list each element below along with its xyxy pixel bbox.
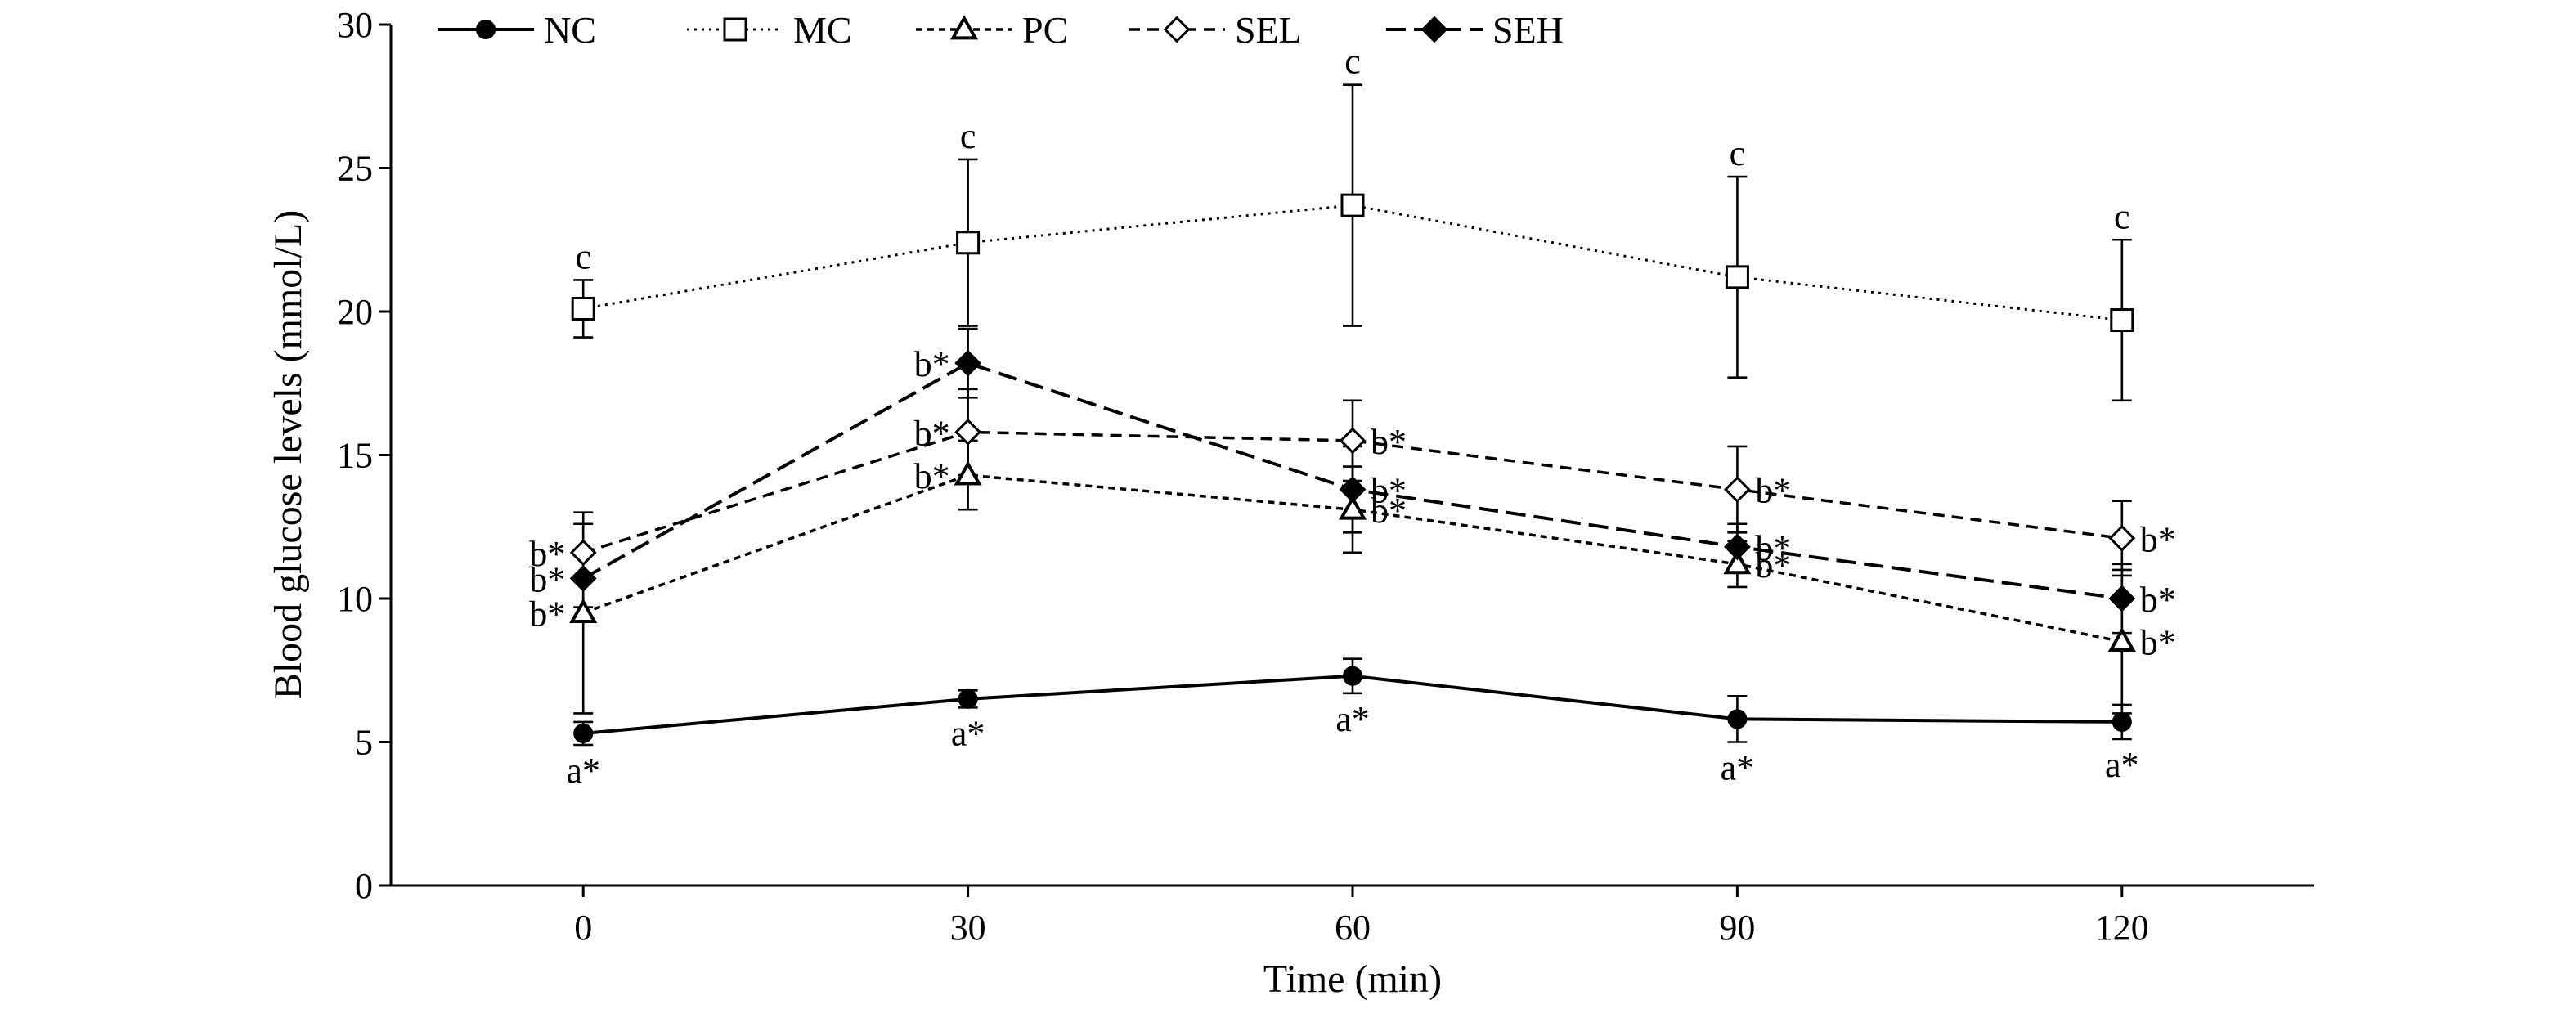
legend-label-mc: MC <box>793 9 852 51</box>
series-line-mc <box>582 204 2122 322</box>
legend-marker-mc <box>723 17 747 42</box>
sig-label-sel-1: b* <box>914 413 950 453</box>
sig-label-mc-4: c <box>2114 196 2130 236</box>
sig-label-seh-0: b* <box>529 559 565 599</box>
legend-marker-sel <box>1163 16 1191 43</box>
legend-label-pc: PC <box>1022 9 1068 51</box>
legend-marker-pc <box>949 15 979 40</box>
legend-marker-nc <box>475 19 496 40</box>
sig-label-nc-3: a* <box>1721 748 1755 788</box>
sig-label-seh-2: b* <box>1371 471 1407 511</box>
legend: NC MC PC SEL SEH <box>438 9 1564 51</box>
sig-label-sel-3: b* <box>1755 471 1791 511</box>
point-sel-4 <box>2108 524 2136 552</box>
point-pc-2 <box>1338 495 1367 520</box>
y-tick-label-0: 0 <box>355 866 373 906</box>
y-tick-label-6: 30 <box>337 5 373 45</box>
sig-label-seh-3: b* <box>1755 528 1791 568</box>
sig-label-sel-4: b* <box>2140 519 2176 559</box>
point-nc-1 <box>958 688 978 709</box>
y-tick-label-4: 20 <box>337 292 373 332</box>
sig-label-seh-4: b* <box>2140 580 2176 620</box>
x-tick-label-3: 90 <box>1719 908 1755 948</box>
point-seh-0 <box>569 565 597 592</box>
point-sel-3 <box>1723 476 1751 504</box>
legend-label-seh: SEH <box>1492 9 1564 51</box>
point-pc-3 <box>1723 549 1752 575</box>
y-axis-title: Blood glucose levels (mmol/L) <box>267 210 310 700</box>
x-tick-label-0: 0 <box>574 908 592 948</box>
sig-label-pc-0: b* <box>529 594 565 635</box>
error-bars <box>573 83 2132 747</box>
y-tick-label-3: 15 <box>337 436 373 476</box>
sig-label-nc-2: a* <box>1335 699 1370 739</box>
point-nc-2 <box>1342 666 1363 686</box>
point-mc-2 <box>1340 193 1365 217</box>
point-seh-1 <box>954 349 982 377</box>
sig-label-sel-0: b* <box>529 534 565 574</box>
x-axis-title: Time (min) <box>1263 957 1442 1001</box>
y-tick-label-1: 5 <box>355 723 373 763</box>
sig-label-mc-1: c <box>960 116 976 156</box>
point-sel-1 <box>954 418 982 446</box>
sig-label-sel-2: b* <box>1371 422 1407 462</box>
point-nc-4 <box>2112 711 2132 732</box>
point-mc-1 <box>956 231 981 255</box>
legend-label-nc: NC <box>544 9 596 51</box>
point-pc-4 <box>2107 626 2136 652</box>
point-mc-3 <box>1725 265 1749 289</box>
point-sel-0 <box>569 539 597 567</box>
point-mc-0 <box>571 296 595 321</box>
sig-label-pc-4: b* <box>2140 623 2176 663</box>
x-tick-label-4: 120 <box>2095 908 2149 948</box>
sig-label-nc-0: a* <box>566 751 600 791</box>
point-pc-1 <box>954 460 982 486</box>
series-markers <box>569 193 2136 744</box>
point-nc-0 <box>573 723 594 744</box>
y-tick-label-2: 10 <box>337 579 373 619</box>
point-seh-2 <box>1339 476 1367 504</box>
sig-label-nc-1: a* <box>951 713 985 753</box>
sig-label-mc-2: c <box>1344 42 1361 82</box>
sig-label-seh-1: b* <box>914 344 950 384</box>
point-nc-3 <box>1727 709 1748 729</box>
x-tick-label-2: 60 <box>1335 908 1371 948</box>
series-line-sel <box>582 430 2123 554</box>
y-tick-label-5: 25 <box>337 149 373 189</box>
sig-label-nc-4: a* <box>2105 745 2139 785</box>
sig-label-mc-0: c <box>575 236 591 276</box>
sig-label-pc-3: b* <box>1755 545 1791 585</box>
x-ticks: 0 30 60 90 120 <box>574 886 2149 948</box>
point-sel-2 <box>1339 427 1367 455</box>
sig-label-mc-3: c <box>1730 133 1746 173</box>
sig-label-pc-1: b* <box>914 456 950 496</box>
point-seh-3 <box>1723 533 1751 561</box>
sig-label-pc-2: b* <box>1371 491 1407 531</box>
point-pc-0 <box>569 598 598 623</box>
point-seh-4 <box>2108 585 2136 612</box>
legend-label-sel: SEL <box>1235 9 1302 51</box>
y-ticks: 0 5 10 15 20 25 30 <box>337 5 391 906</box>
legend-marker-seh <box>1420 16 1448 43</box>
x-tick-label-1: 30 <box>950 908 986 948</box>
point-mc-4 <box>2110 308 2134 333</box>
